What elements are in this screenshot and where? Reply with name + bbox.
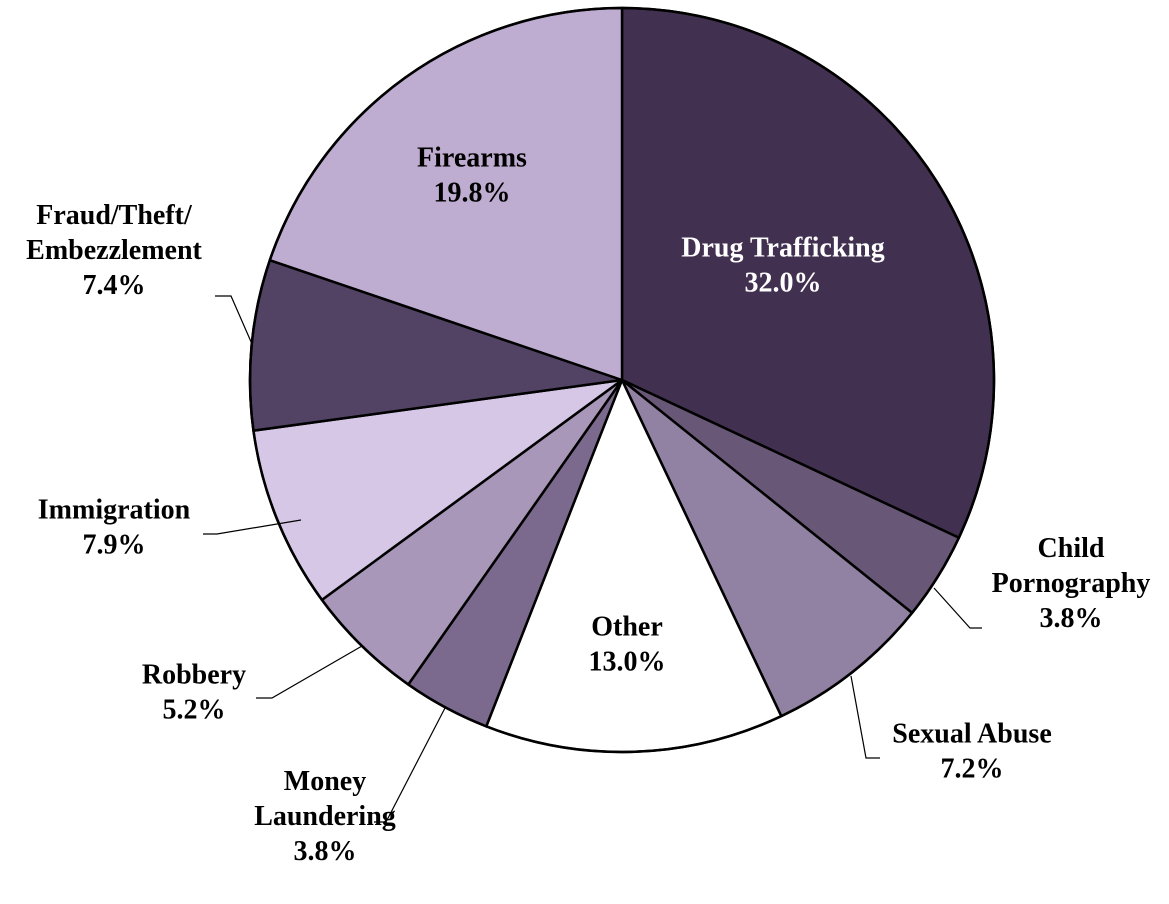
slice-name: Embezzlement xyxy=(26,235,202,266)
slice-label-money-laundering: Money Laundering 3.8% xyxy=(254,766,396,867)
leader-line-child-pornography xyxy=(933,587,982,629)
slice-name: Other xyxy=(591,612,663,643)
pie-outline xyxy=(248,6,996,754)
slice-labels: Drug Trafficking 32.0% Child Pornography 3.8… xyxy=(26,143,1150,868)
slice-percent: 3.8% xyxy=(1040,603,1103,634)
leader-line-immigration xyxy=(203,519,302,535)
slice-name: Immigration xyxy=(38,495,191,526)
slice-name: Laundering xyxy=(254,801,396,832)
slice-name: Money xyxy=(284,766,366,797)
leader-line-money-laundering xyxy=(374,707,446,823)
slice-percent: 7.2% xyxy=(941,754,1004,785)
slice-percent: 3.8% xyxy=(294,836,357,867)
leader-line-sexual-abuse xyxy=(850,675,880,759)
slice-label-sexual-abuse: Sexual Abuse 7.2% xyxy=(892,719,1052,785)
pie-slices xyxy=(248,6,996,754)
slice-percent: 13.0% xyxy=(589,647,666,678)
slice-percent: 7.9% xyxy=(83,530,146,561)
leader-line-fraud-theft-embezzlement xyxy=(215,295,253,345)
slice-name: Sexual Abuse xyxy=(892,719,1052,750)
slice-label-robbery: Robbery 5.2% xyxy=(142,660,246,726)
leader-lines xyxy=(203,295,982,823)
slice-percent: 32.0% xyxy=(745,268,822,299)
slice-label-other: Other 13.0% xyxy=(589,612,666,678)
slice-label-firearms: Firearms 19.8% xyxy=(417,143,527,209)
slice-percent: 7.4% xyxy=(83,270,146,301)
slice-name: Pornography xyxy=(992,568,1151,599)
slice-label-child-pornography: Child Pornography 3.8% xyxy=(992,533,1151,634)
slice-name: Fraud/Theft/ xyxy=(36,200,193,231)
slice-name: Child xyxy=(1038,533,1105,564)
slice-label-immigration: Immigration 7.9% xyxy=(38,495,191,561)
slice-name: Drug Trafficking xyxy=(681,233,885,264)
slice-name: Firearms xyxy=(417,143,527,174)
slice-percent: 19.8% xyxy=(434,178,511,209)
slice-percent: 5.2% xyxy=(163,695,226,726)
leader-line-robbery xyxy=(256,645,363,699)
slice-name: Robbery xyxy=(142,660,246,691)
slice-label-fraud-theft-embezzlement: Fraud/Theft/Embezzlement 7.4% xyxy=(26,200,202,301)
slice-label-drug-trafficking: Drug Trafficking 32.0% xyxy=(681,233,885,299)
